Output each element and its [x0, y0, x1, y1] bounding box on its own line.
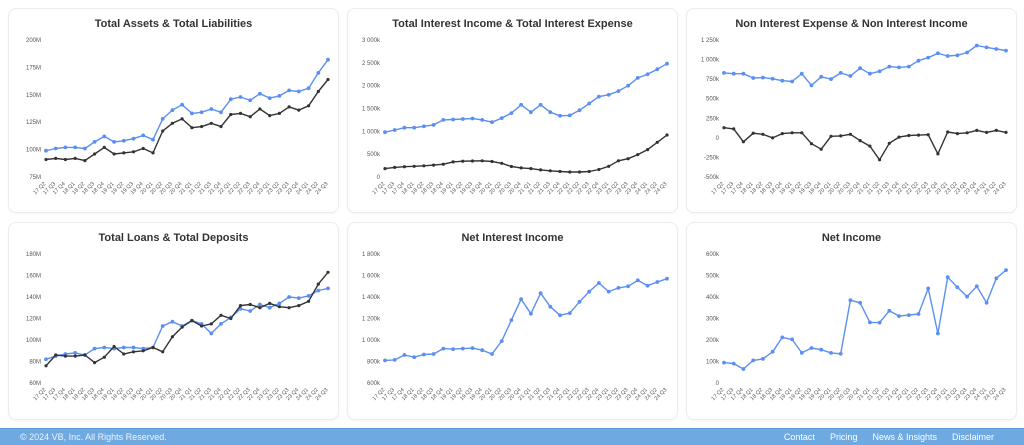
- svg-text:2 500k: 2 500k: [362, 61, 381, 67]
- svg-text:180M: 180M: [26, 252, 41, 258]
- svg-text:60M: 60M: [29, 381, 41, 387]
- chart-card-assets-liabilities: Total Assets & Total Liabilities 200M 175…: [8, 8, 339, 213]
- svg-text:100k: 100k: [706, 360, 720, 366]
- footer-link-pricing[interactable]: Pricing: [829, 432, 858, 442]
- footer-link-contact[interactable]: Contact: [783, 432, 815, 442]
- svg-text:175M: 175M: [26, 65, 41, 71]
- svg-text:1 000k: 1 000k: [362, 129, 381, 135]
- svg-text:0: 0: [716, 136, 720, 142]
- svg-text:-500k: -500k: [704, 175, 720, 181]
- chart-title: Non Interest Expense & Non Interest Inco…: [735, 18, 968, 30]
- svg-text:0: 0: [377, 175, 381, 181]
- footer-link-disclaimer[interactable]: Disclaimer: [951, 432, 994, 442]
- svg-text:150M: 150M: [26, 93, 41, 99]
- svg-text:3 000k: 3 000k: [362, 38, 381, 44]
- svg-text:1 800k: 1 800k: [362, 252, 381, 258]
- svg-text:125M: 125M: [26, 120, 41, 126]
- charts-grid: Total Assets & Total Liabilities 200M 175…: [8, 8, 1017, 420]
- svg-text:1 000k: 1 000k: [362, 338, 381, 344]
- svg-text:1 500k: 1 500k: [362, 107, 381, 113]
- chart-card-net-interest-income: Net Interest Income 1 800k 1 600k 1 400k 1 …: [347, 222, 678, 420]
- svg-text:200k: 200k: [706, 338, 720, 344]
- svg-text:400k: 400k: [706, 295, 720, 301]
- chart-title: Total Assets & Total Liabilities: [94, 18, 253, 30]
- svg-text:120M: 120M: [26, 317, 41, 323]
- chart-title: Total Loans & Total Deposits: [98, 232, 249, 244]
- footer-links: Contact Pricing News & Insights Disclaim…: [769, 432, 994, 442]
- chart-title: Total Interest Income & Total Interest E…: [392, 18, 633, 30]
- svg-text:750k: 750k: [706, 77, 720, 83]
- chart-card-interest-income-expense: Total Interest Income & Total Interest E…: [347, 8, 678, 213]
- svg-text:800k: 800k: [367, 360, 381, 366]
- chart-card-noninterest-expense-income: Non Interest Expense & Non Interest Inco…: [686, 8, 1017, 213]
- svg-text:100M: 100M: [26, 148, 41, 154]
- footer-copyright: © 2024 VB, Inc. All Rights Reserved.: [20, 432, 167, 442]
- svg-text:600k: 600k: [706, 252, 720, 258]
- svg-text:75M: 75M: [29, 175, 41, 181]
- chart-card-net-income: Net Income 600k 500k 400k 300k 200k 100k 0 17 Q…: [686, 222, 1017, 420]
- chart-title: Net Interest Income: [461, 232, 564, 244]
- svg-text:500k: 500k: [706, 97, 720, 103]
- svg-text:100M: 100M: [26, 338, 41, 344]
- svg-text:500k: 500k: [367, 152, 381, 158]
- svg-text:200M: 200M: [26, 38, 41, 44]
- svg-text:1 000k: 1 000k: [701, 58, 720, 64]
- svg-text:-250k: -250k: [704, 155, 720, 161]
- svg-text:160M: 160M: [26, 274, 41, 280]
- svg-text:1 600k: 1 600k: [362, 274, 381, 280]
- svg-text:500k: 500k: [706, 274, 720, 280]
- svg-text:2 000k: 2 000k: [362, 84, 381, 90]
- footer-bar: © 2024 VB, Inc. All Rights Reserved. Con…: [0, 428, 1024, 445]
- chart-card-loans-deposits: Total Loans & Total Deposits 180M 160M 140…: [8, 222, 339, 420]
- svg-text:0: 0: [716, 381, 720, 387]
- svg-text:80M: 80M: [29, 360, 41, 366]
- footer-link-news-insights[interactable]: News & Insights: [872, 432, 937, 442]
- svg-text:300k: 300k: [706, 317, 720, 323]
- svg-text:1 200k: 1 200k: [362, 317, 381, 323]
- svg-text:1 250k: 1 250k: [701, 38, 720, 44]
- svg-text:1 400k: 1 400k: [362, 295, 381, 301]
- chart-title: Net Income: [821, 232, 882, 244]
- svg-text:140M: 140M: [26, 295, 41, 301]
- svg-text:250k: 250k: [706, 116, 720, 122]
- svg-text:600k: 600k: [367, 381, 381, 387]
